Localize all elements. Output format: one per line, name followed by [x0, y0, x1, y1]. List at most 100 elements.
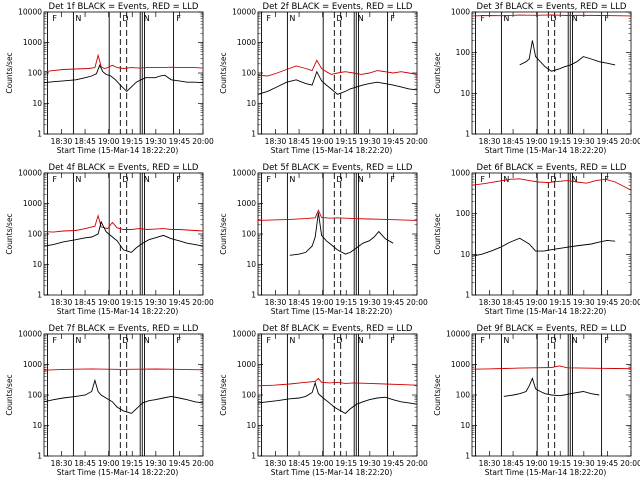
y-tick-label: 10 [460, 89, 470, 98]
event-marker: D [122, 336, 128, 345]
panel-title: Det 9f BLACK = Events, RED = LLD [477, 324, 627, 334]
series-lld-line [43, 368, 204, 371]
event-marker: N [75, 14, 81, 23]
x-tick-label: 19:00 [98, 298, 120, 307]
x-axis-label: Start Time (15-Mar-14 18:22:20) [57, 146, 179, 155]
event-marker: D [550, 14, 556, 23]
event-marker: N [75, 175, 81, 184]
x-tick-label: 19:45 [597, 137, 619, 146]
y-tick-label: 10000 [18, 169, 42, 178]
plot-frame [43, 11, 204, 135]
x-tick-label: 19:15 [335, 137, 357, 146]
x-tick-label: 19:30 [359, 459, 381, 468]
event-marker: D [550, 175, 556, 184]
panel-title: Det 5f BLACK = Events, RED = LLD [263, 163, 413, 173]
event-marker: D [336, 175, 342, 184]
event-marker: D [336, 14, 342, 23]
x-tick-label: 18:30 [51, 137, 73, 146]
x-axis-label: Start Time (15-Mar-14 18:22:20) [271, 307, 393, 316]
event-marker: F [604, 336, 609, 345]
y-tick-label: 100 [28, 391, 43, 400]
y-tick-label: 1000 [23, 38, 42, 47]
event-marker: N [358, 175, 364, 184]
event-marker: N [289, 336, 295, 345]
series-events-line [471, 237, 616, 257]
event-marker: F [266, 336, 271, 345]
x-tick-label: 19:45 [597, 298, 619, 307]
x-tick-label: 19:30 [145, 137, 167, 146]
y-axis-label: Counts/sec [5, 213, 14, 254]
y-axis-label: Counts/sec [219, 213, 228, 254]
x-tick-label: 20:00 [620, 137, 640, 146]
y-axis-label: Counts/sec [5, 52, 14, 93]
x-tick-label: 18:45 [288, 137, 310, 146]
y-tick-label: 1 [465, 130, 470, 139]
x-tick-label: 18:45 [74, 137, 96, 146]
x-tick-label: 18:30 [51, 298, 73, 307]
x-tick-label: 20:00 [192, 459, 214, 468]
event-marker: N [289, 14, 295, 23]
x-tick-label: 19:15 [549, 298, 571, 307]
x-tick-label: 18:45 [502, 298, 524, 307]
panel-6: Det 6f BLACK = Events, RED = LLD 1 10 100 10… [433, 163, 640, 316]
event-marker: N [75, 336, 81, 345]
y-tick-label: 1000 [23, 199, 42, 208]
panel-title: Det 6f BLACK = Events, RED = LLD [477, 163, 627, 173]
x-axis-label: Start Time (15-Mar-14 18:22:20) [57, 307, 179, 316]
panel-title: Det 3f BLACK = Events, RED = LLD [477, 2, 627, 12]
event-marker: F [480, 14, 485, 23]
event-marker: F [266, 14, 271, 23]
x-tick-label: 20:00 [406, 298, 428, 307]
plot-frame [257, 333, 418, 457]
event-marker: N [144, 175, 150, 184]
x-tick-label: 19:45 [383, 137, 405, 146]
x-tick-label: 18:30 [51, 459, 73, 468]
x-tick-label: 19:15 [121, 137, 143, 146]
x-tick-label: 20:00 [406, 459, 428, 468]
y-tick-label: 1000 [451, 8, 470, 17]
y-tick-label: 100 [242, 391, 257, 400]
series-events-line [43, 64, 204, 93]
series-events-line [43, 220, 204, 253]
panel-5: Det 5f BLACK = Events, RED = LLD 1 10 100 10… [219, 163, 428, 316]
x-tick-label: 19:15 [121, 459, 143, 468]
y-tick-label: 10 [32, 99, 42, 108]
event-marker: N [503, 336, 509, 345]
panel-title: Det 4f BLACK = Events, RED = LLD [49, 163, 199, 173]
event-marker: D [122, 14, 128, 23]
x-tick-label: 19:30 [573, 298, 595, 307]
y-axis-label: Counts/sec [219, 374, 228, 415]
x-tick-label: 18:30 [265, 459, 287, 468]
series-lld-line [471, 365, 632, 370]
event-marker: F [176, 336, 181, 345]
y-tick-label: 1 [37, 130, 42, 139]
x-tick-label: 19:45 [597, 459, 619, 468]
x-tick-label: 19:45 [169, 137, 191, 146]
y-tick-label: 1 [37, 291, 42, 300]
x-tick-label: 19:00 [312, 137, 334, 146]
x-tick-label: 18:30 [265, 137, 287, 146]
y-tick-label: 1000 [237, 360, 256, 369]
y-tick-label: 1 [251, 291, 256, 300]
y-tick-label: 1000 [237, 199, 256, 208]
x-tick-label: 19:30 [145, 459, 167, 468]
panel-title: Det 1f BLACK = Events, RED = LLD [49, 2, 199, 12]
y-tick-label: 10 [246, 99, 256, 108]
x-tick-label: 18:30 [479, 459, 501, 468]
event-marker: N [144, 336, 150, 345]
y-tick-label: 1 [251, 130, 256, 139]
x-tick-label: 19:15 [549, 137, 571, 146]
x-tick-label: 19:00 [312, 298, 334, 307]
x-tick-label: 20:00 [620, 459, 640, 468]
x-tick-label: 19:45 [383, 459, 405, 468]
y-tick-label: 1 [465, 452, 470, 461]
x-tick-label: 20:00 [192, 137, 214, 146]
series-events-line [503, 377, 600, 397]
x-tick-label: 19:30 [573, 137, 595, 146]
event-marker: F [480, 175, 485, 184]
panel-2: Det 2f BLACK = Events, RED = LLD 1 10 100 10… [219, 2, 428, 155]
series-lld-line [43, 53, 204, 73]
x-tick-label: 19:45 [169, 459, 191, 468]
panel-4: Det 4f BLACK = Events, RED = LLD 1 10 100 10… [5, 163, 214, 316]
